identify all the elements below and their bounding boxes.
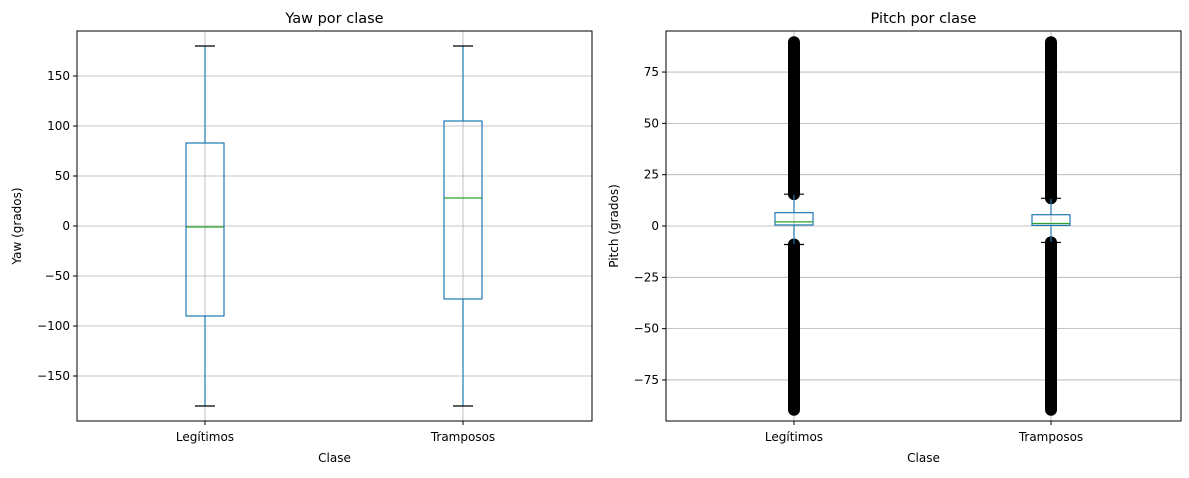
yaw-chart-panel: −150 −100 −50 0 50 100 150 Legítimos Tramposos Ya… (10, 11, 593, 465)
y-tick-label: −75 (634, 373, 659, 387)
x-tick-label: Tramposos (430, 430, 495, 444)
x-tick-label: Tramposos (1018, 430, 1083, 444)
y-tick-label: 25 (644, 168, 659, 182)
y-tick-label: 50 (644, 116, 659, 130)
box-tramposos (443, 45, 483, 407)
y-tick-label: −50 (45, 269, 70, 283)
y-tick-label: 50 (55, 169, 70, 183)
y-axis-label: Pitch (grados) (607, 184, 621, 268)
y-tick-label: 150 (47, 69, 70, 83)
chart-title: Yaw por clase (284, 11, 383, 27)
iqr-box (1031, 214, 1071, 226)
box-legitimos (774, 36, 814, 416)
y-tick-label: −100 (37, 319, 70, 333)
y-tick-label: 75 (644, 65, 659, 79)
y-tick-label: 100 (47, 119, 70, 133)
y-tick-label: 0 (651, 219, 659, 233)
y-tick-label: −50 (634, 322, 659, 336)
iqr-box (443, 120, 483, 300)
iqr-box (774, 212, 814, 226)
x-axis-label: Clase (907, 451, 940, 465)
pitch-chart-panel: −75 −50 −25 0 25 50 75 Legítimos Tramposos Pitch … (607, 11, 1182, 465)
x-tick-label: Legítimos (765, 430, 823, 444)
chart-title: Pitch por clase (871, 11, 977, 27)
box-tramposos (1031, 36, 1071, 416)
x-axis-label: Clase (318, 451, 351, 465)
iqr-box (185, 142, 225, 317)
y-tick-label: −150 (37, 369, 70, 383)
y-axis-label: Yaw (grados) (10, 187, 24, 265)
y-tick-label: −25 (634, 270, 659, 284)
x-tick-label: Legítimos (176, 430, 234, 444)
box-legitimos (185, 45, 225, 407)
y-tick-label: 0 (62, 219, 70, 233)
